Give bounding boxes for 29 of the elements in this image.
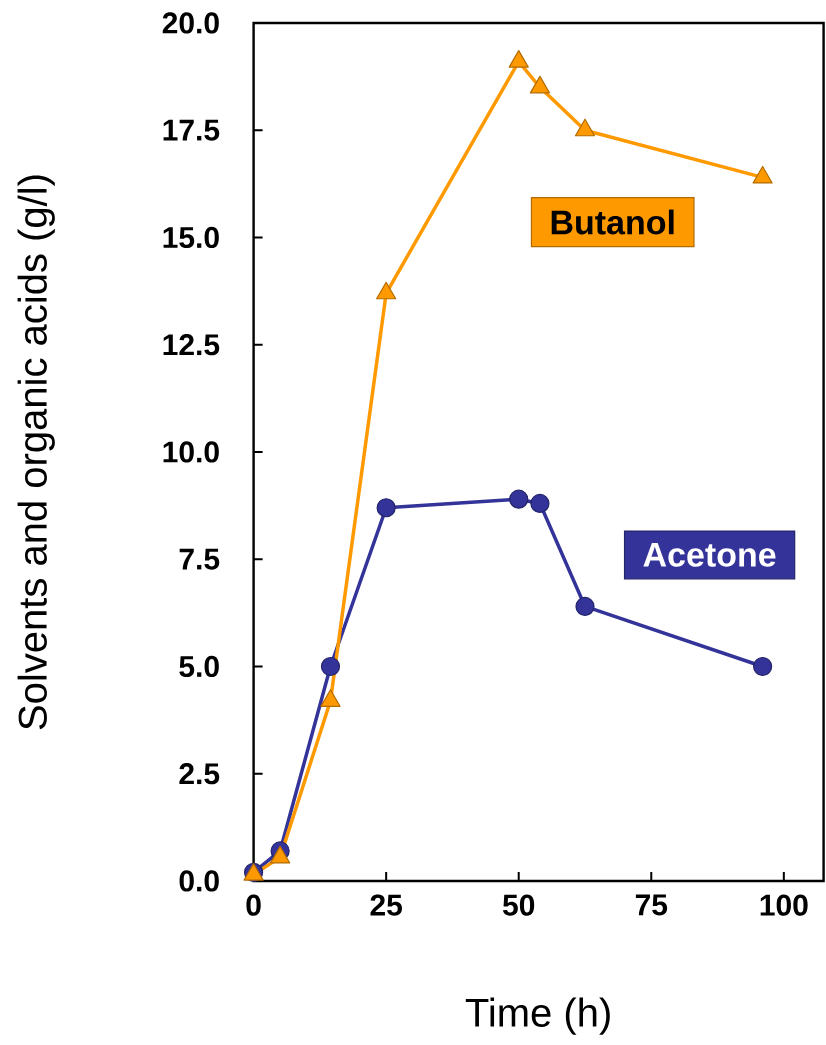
y-tick-label: 7.5	[179, 548, 220, 570]
point	[529, 75, 551, 94]
y-tick-label: 10.0	[163, 441, 219, 463]
x-tick-label: 25	[370, 894, 402, 916]
y-tick-label: 0.0	[179, 870, 219, 892]
point	[530, 493, 550, 514]
point	[320, 656, 341, 677]
y-axis-title: Solvents and organic acids (g/l)	[17, 175, 55, 730]
point	[752, 165, 773, 184]
x-tick-label: 0	[246, 894, 261, 916]
point	[376, 281, 397, 300]
x-axis-title: Time (h)	[465, 997, 610, 1035]
point	[376, 498, 396, 518]
series-label: Butanol	[551, 209, 674, 235]
point	[753, 656, 773, 677]
y-tick-label: 5.0	[179, 655, 219, 678]
point	[574, 118, 596, 137]
y-tick-label: 17.5	[163, 119, 220, 141]
x-tick-label: 50	[502, 894, 535, 916]
y-tick-label: 2.5	[179, 763, 220, 785]
point	[508, 50, 529, 68]
y-tick-label: 12.5	[163, 334, 220, 356]
point	[575, 596, 595, 617]
point	[509, 489, 529, 509]
y-tick-label: 20.0	[162, 12, 219, 34]
x-tick-label: 100	[760, 894, 808, 916]
series-label: Acetone	[643, 543, 776, 567]
x-tick-label: 75	[635, 894, 668, 916]
y-tick-label: 15.0	[163, 226, 219, 249]
